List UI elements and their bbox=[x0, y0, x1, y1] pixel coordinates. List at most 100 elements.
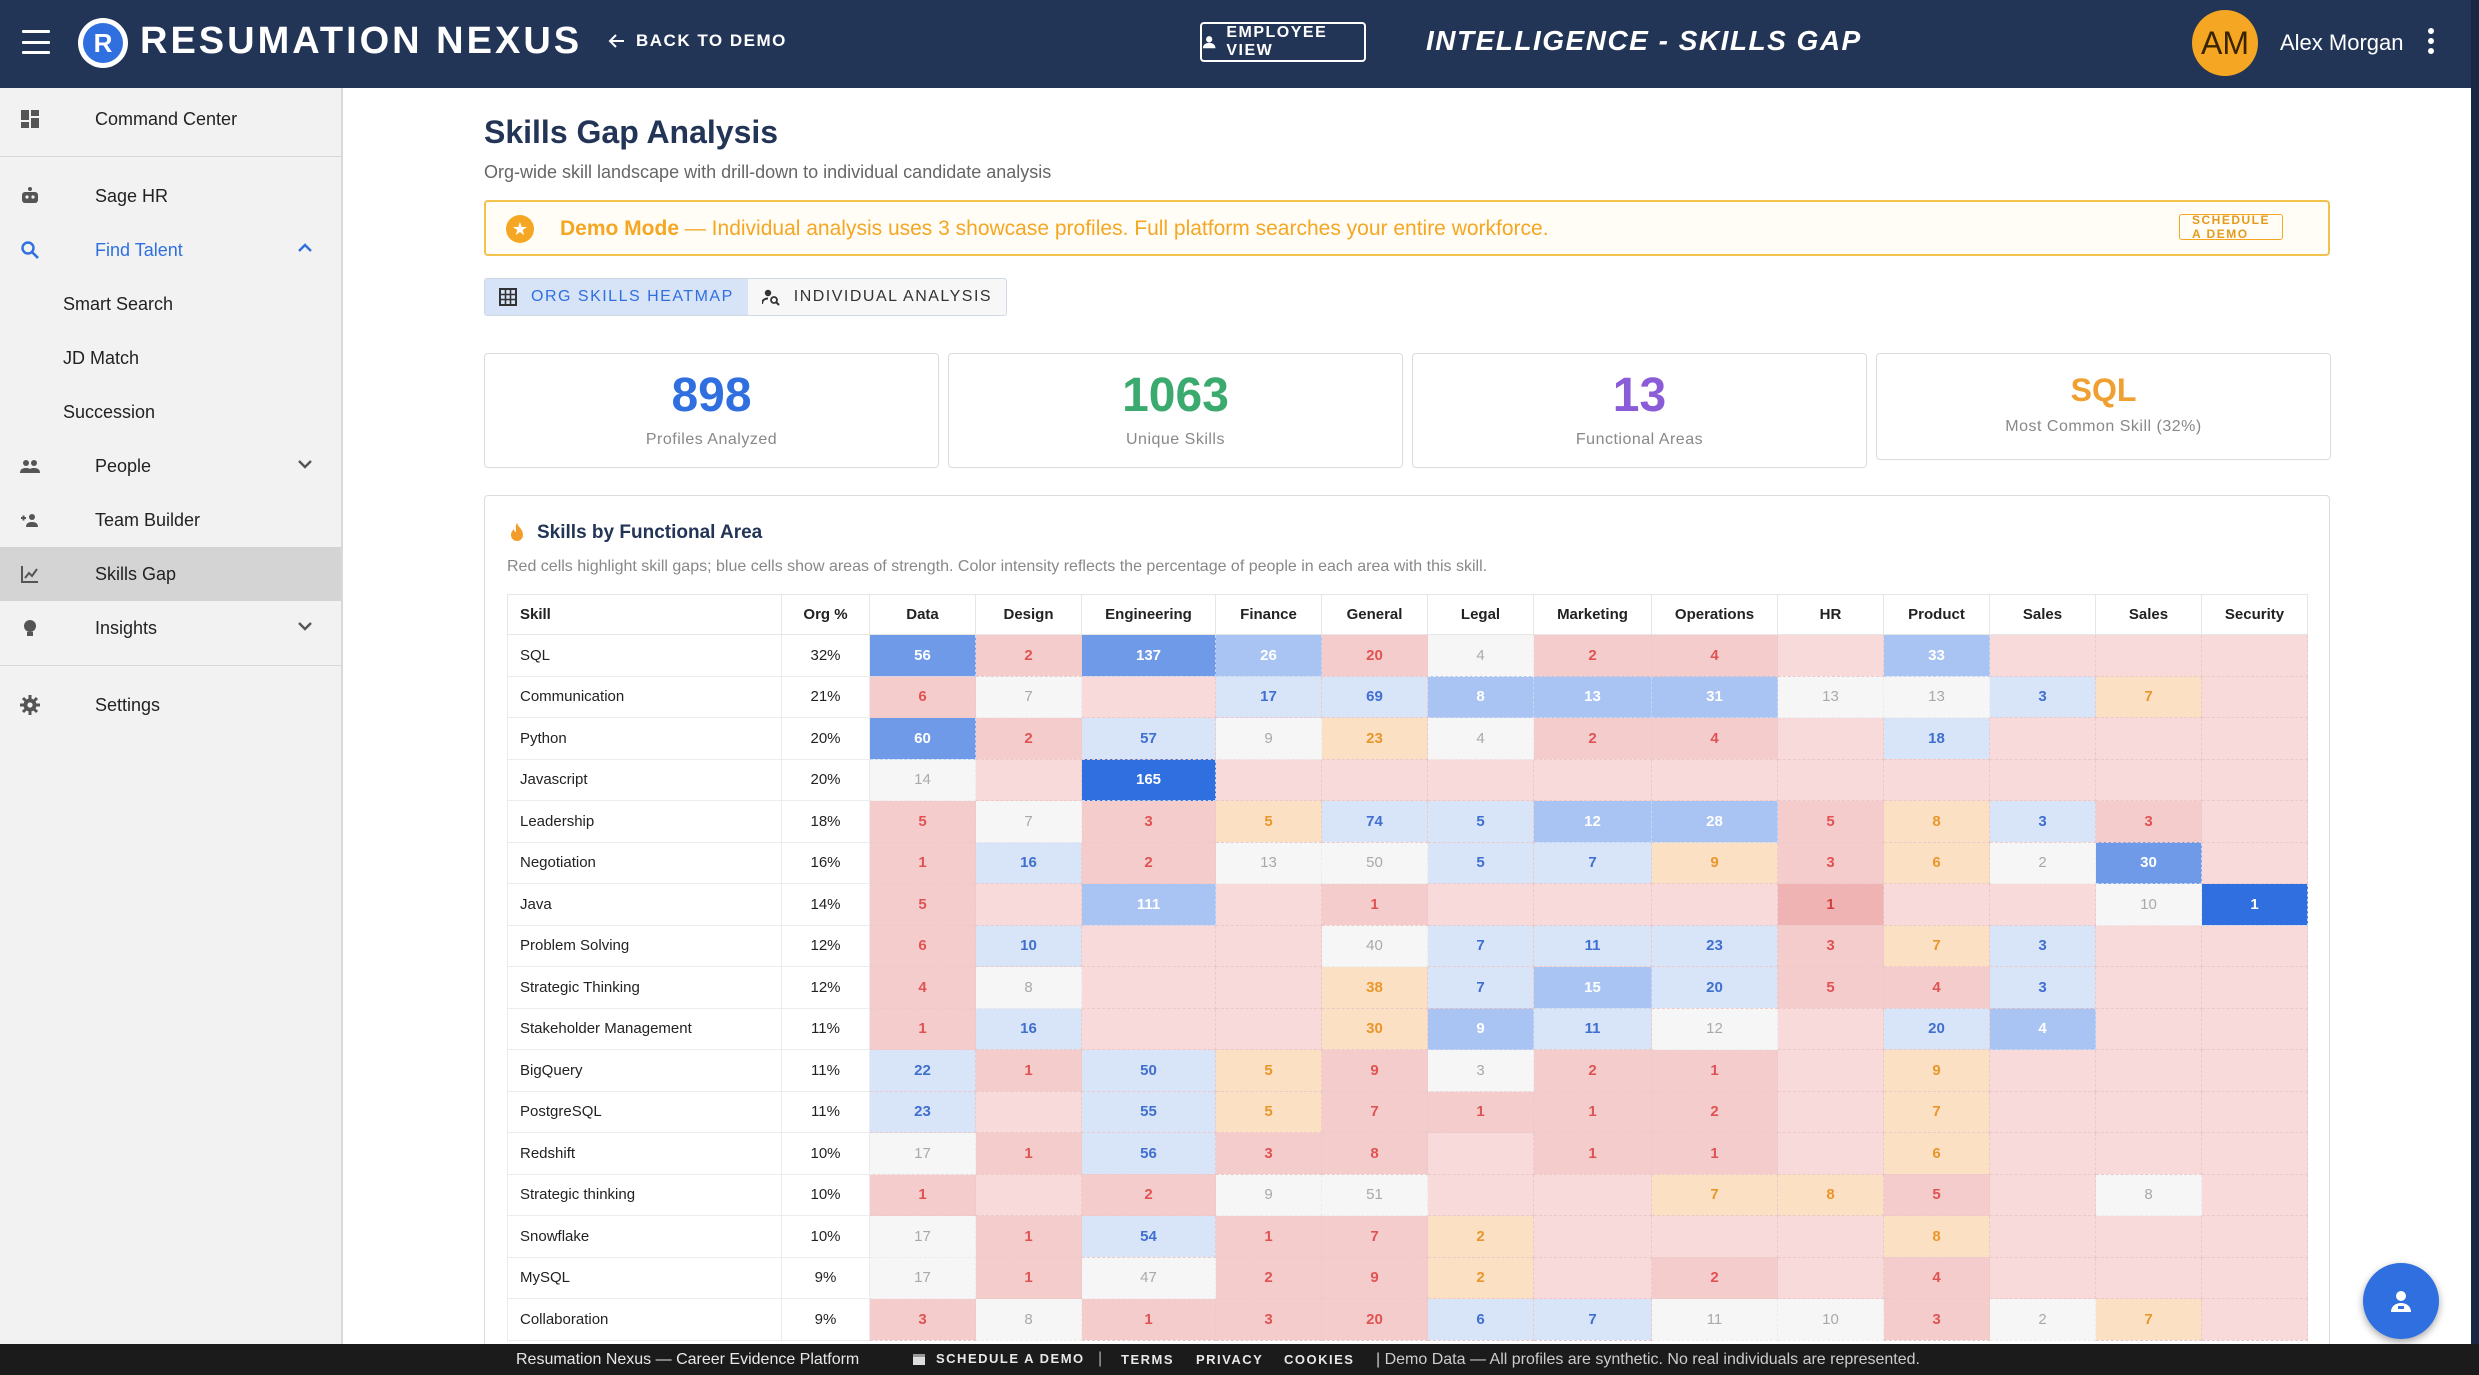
heatmap-cell[interactable]: 3 bbox=[1081, 800, 1216, 843]
heatmap-cell[interactable] bbox=[1533, 883, 1652, 926]
heatmap-cell[interactable]: 8 bbox=[2095, 1173, 2202, 1216]
tab-org-skills-heatmap[interactable]: ORG SKILLS HEATMAP bbox=[485, 279, 748, 315]
employee-view-button[interactable]: EMPLOYEE VIEW bbox=[1200, 22, 1366, 62]
heatmap-cell[interactable]: 7 bbox=[2095, 1298, 2202, 1341]
heatmap-cell[interactable]: 1 bbox=[1427, 1090, 1534, 1133]
heatmap-cell[interactable]: 4 bbox=[1989, 1007, 2096, 1050]
heatmap-cell[interactable]: 10 bbox=[975, 924, 1082, 967]
heatmap-cell[interactable]: 4 bbox=[1427, 717, 1534, 760]
sidebar-item-succession[interactable]: Succession bbox=[0, 385, 341, 439]
heatmap-cell[interactable]: 1 bbox=[1651, 1132, 1778, 1175]
heatmap-cell[interactable]: 2 bbox=[1427, 1256, 1534, 1299]
heatmap-cell[interactable]: 74 bbox=[1321, 800, 1428, 843]
heatmap-cell[interactable] bbox=[2201, 924, 2308, 967]
heatmap-cell[interactable] bbox=[1989, 1049, 2096, 1092]
heatmap-cell[interactable] bbox=[975, 758, 1082, 801]
heatmap-cell[interactable] bbox=[2201, 1090, 2308, 1133]
heatmap-cell[interactable]: 7 bbox=[1427, 966, 1534, 1009]
column-header[interactable]: Org % bbox=[781, 594, 870, 635]
heatmap-cell[interactable]: 4 bbox=[869, 966, 976, 1009]
heatmap-cell[interactable]: 4 bbox=[1883, 966, 1990, 1009]
heatmap-cell[interactable] bbox=[1427, 1173, 1534, 1216]
heatmap-cell[interactable] bbox=[2201, 1007, 2308, 1050]
heatmap-cell[interactable]: 51 bbox=[1321, 1173, 1428, 1216]
heatmap-cell[interactable] bbox=[2201, 1215, 2308, 1258]
column-header[interactable]: Design bbox=[975, 594, 1082, 635]
heatmap-cell[interactable] bbox=[2201, 1173, 2308, 1216]
heatmap-cell[interactable]: 3 bbox=[2095, 800, 2202, 843]
sidebar-item-command-center[interactable]: Command Center bbox=[0, 92, 341, 146]
heatmap-cell[interactable] bbox=[1777, 1132, 1884, 1175]
heatmap-cell[interactable]: 5 bbox=[1777, 800, 1884, 843]
heatmap-cell[interactable]: 56 bbox=[869, 634, 976, 677]
heatmap-cell[interactable] bbox=[1215, 966, 1322, 1009]
heatmap-cell[interactable] bbox=[1215, 883, 1322, 926]
heatmap-cell[interactable] bbox=[1321, 758, 1428, 801]
heatmap-cell[interactable]: 9 bbox=[1321, 1049, 1428, 1092]
column-header[interactable]: Marketing bbox=[1533, 594, 1652, 635]
heatmap-cell[interactable]: 137 bbox=[1081, 634, 1216, 677]
heatmap-cell[interactable]: 1 bbox=[975, 1049, 1082, 1092]
heatmap-cell[interactable]: 5 bbox=[1883, 1173, 1990, 1216]
heatmap-cell[interactable]: 3 bbox=[1427, 1049, 1534, 1092]
heatmap-cell[interactable]: 30 bbox=[1321, 1007, 1428, 1050]
heatmap-cell[interactable]: 9 bbox=[1651, 841, 1778, 884]
footer-schedule-demo-link[interactable]: SCHEDULE A DEMO bbox=[912, 1351, 1085, 1366]
heatmap-cell[interactable]: 50 bbox=[1081, 1049, 1216, 1092]
heatmap-cell[interactable]: 2 bbox=[1081, 841, 1216, 884]
heatmap-cell[interactable] bbox=[1989, 1256, 2096, 1299]
heatmap-cell[interactable]: 10 bbox=[2095, 883, 2202, 926]
sidebar-item-people[interactable]: People bbox=[0, 439, 341, 493]
heatmap-cell[interactable]: 1 bbox=[869, 841, 976, 884]
heatmap-cell[interactable]: 6 bbox=[1427, 1298, 1534, 1341]
heatmap-cell[interactable]: 13 bbox=[1883, 675, 1990, 718]
heatmap-cell[interactable]: 54 bbox=[1081, 1215, 1216, 1258]
heatmap-cell[interactable] bbox=[1777, 1049, 1884, 1092]
heatmap-cell[interactable]: 5 bbox=[1215, 1049, 1322, 1092]
heatmap-cell[interactable]: 33 bbox=[1883, 634, 1990, 677]
sidebar-item-team-builder[interactable]: Team Builder bbox=[0, 493, 341, 547]
heatmap-cell[interactable] bbox=[2095, 1049, 2202, 1092]
heatmap-cell[interactable]: 7 bbox=[1533, 841, 1652, 884]
heatmap-cell[interactable]: 6 bbox=[1883, 841, 1990, 884]
heatmap-cell[interactable]: 23 bbox=[1321, 717, 1428, 760]
heatmap-cell[interactable] bbox=[1081, 675, 1216, 718]
heatmap-cell[interactable] bbox=[2095, 924, 2202, 967]
heatmap-cell[interactable]: 20 bbox=[1651, 966, 1778, 1009]
heatmap-cell[interactable] bbox=[2095, 1007, 2202, 1050]
heatmap-cell[interactable]: 5 bbox=[1427, 841, 1534, 884]
sidebar-item-insights[interactable]: Insights bbox=[0, 601, 341, 655]
heatmap-cell[interactable] bbox=[1989, 1132, 2096, 1175]
heatmap-cell[interactable]: 3 bbox=[1989, 800, 2096, 843]
heatmap-cell[interactable] bbox=[2201, 1132, 2308, 1175]
heatmap-cell[interactable] bbox=[2201, 675, 2308, 718]
heatmap-cell[interactable] bbox=[1989, 758, 2096, 801]
column-header[interactable]: Sales bbox=[2095, 594, 2202, 635]
heatmap-cell[interactable] bbox=[1883, 758, 1990, 801]
heatmap-cell[interactable]: 7 bbox=[1883, 924, 1990, 967]
heatmap-cell[interactable]: 1 bbox=[869, 1007, 976, 1050]
heatmap-cell[interactable] bbox=[1533, 758, 1652, 801]
heatmap-cell[interactable]: 56 bbox=[1081, 1132, 1216, 1175]
heatmap-cell[interactable]: 7 bbox=[1651, 1173, 1778, 1216]
heatmap-cell[interactable] bbox=[1989, 634, 2096, 677]
heatmap-cell[interactable]: 8 bbox=[1321, 1132, 1428, 1175]
heatmap-cell[interactable]: 3 bbox=[869, 1298, 976, 1341]
heatmap-cell[interactable] bbox=[2095, 634, 2202, 677]
heatmap-cell[interactable]: 5 bbox=[1427, 800, 1534, 843]
heatmap-cell[interactable]: 9 bbox=[1215, 717, 1322, 760]
heatmap-cell[interactable] bbox=[1651, 758, 1778, 801]
sidebar-item-sage-hr[interactable]: Sage HR bbox=[0, 169, 341, 223]
chevron-up-icon[interactable] bbox=[296, 239, 314, 257]
heatmap-cell[interactable]: 2 bbox=[1533, 1049, 1652, 1092]
heatmap-cell[interactable]: 8 bbox=[1777, 1173, 1884, 1216]
heatmap-cell[interactable] bbox=[975, 1090, 1082, 1133]
heatmap-cell[interactable] bbox=[2201, 634, 2308, 677]
heatmap-cell[interactable]: 50 bbox=[1321, 841, 1428, 884]
heatmap-cell[interactable]: 22 bbox=[869, 1049, 976, 1092]
sidebar-item-skills-gap[interactable]: Skills Gap bbox=[0, 547, 341, 601]
heatmap-cell[interactable]: 5 bbox=[1215, 1090, 1322, 1133]
heatmap-cell[interactable] bbox=[2095, 1256, 2202, 1299]
heatmap-cell[interactable]: 7 bbox=[1883, 1090, 1990, 1133]
heatmap-cell[interactable]: 1 bbox=[2201, 883, 2308, 926]
